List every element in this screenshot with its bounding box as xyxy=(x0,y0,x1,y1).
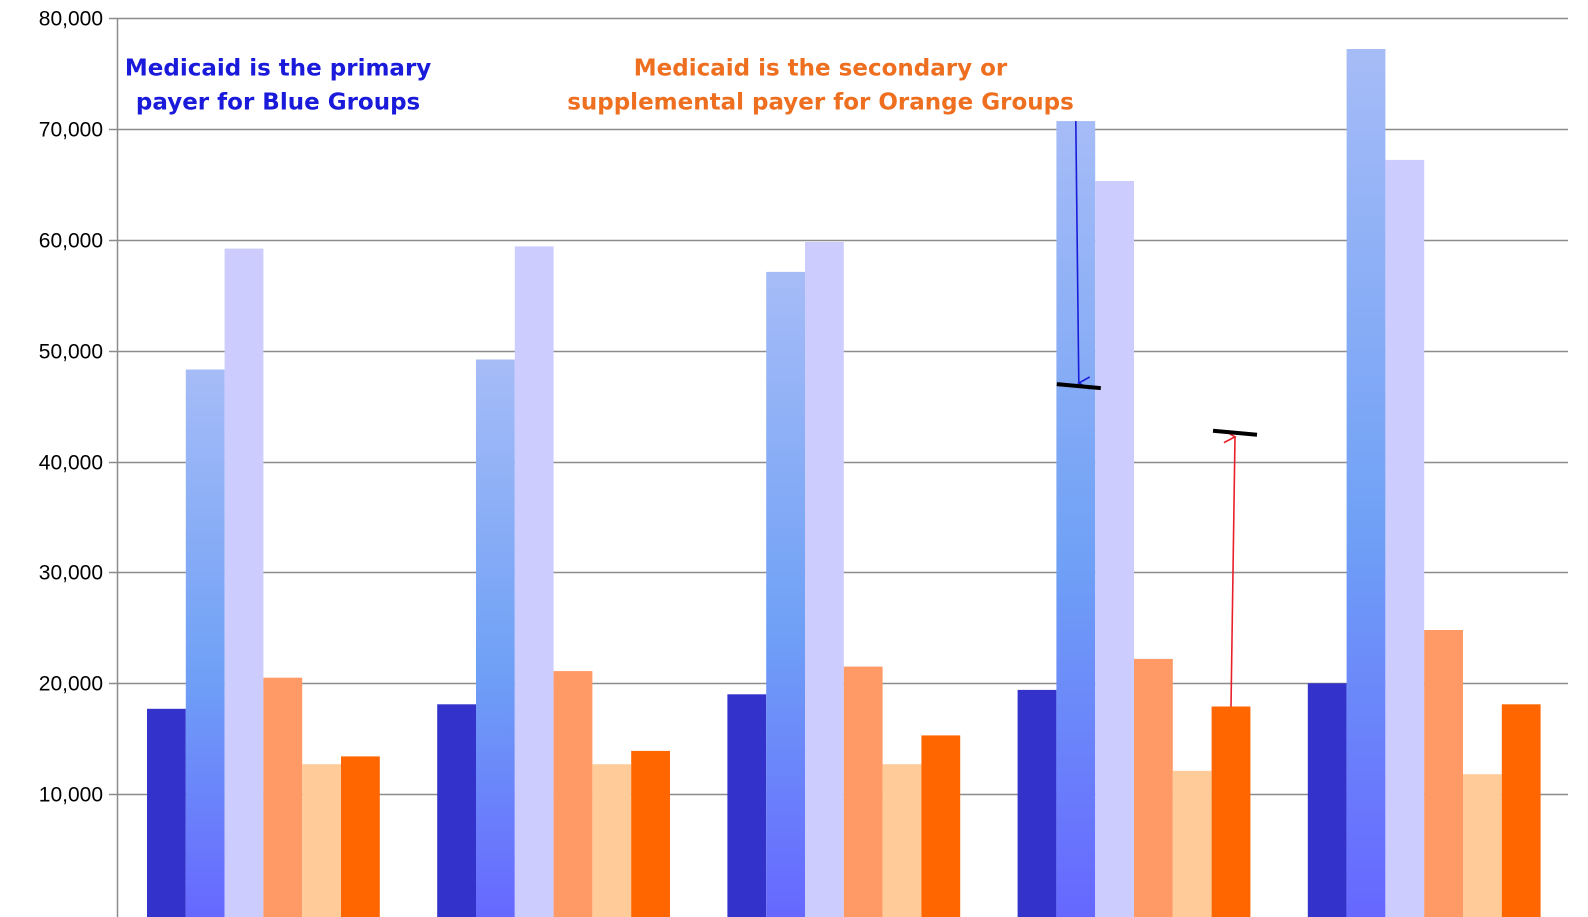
bar-series-4-group-3 xyxy=(843,666,883,917)
arrow-2-marker xyxy=(1212,428,1258,437)
y-tick-label: 50,000 xyxy=(39,341,103,364)
bar-series-6-group-2 xyxy=(631,750,670,917)
y-axis-tick-labels: 10,000 20,000 30,000 40,000 50,000 60,000 70,0… xyxy=(39,8,103,807)
annotation-1-line-1: Medicaid is the primary xyxy=(125,56,431,82)
arrow-2 xyxy=(1223,429,1237,707)
bar-series-4-group-2 xyxy=(553,671,593,917)
y-tick-label: 20,000 xyxy=(39,673,103,696)
y-tick-label: 30,000 xyxy=(39,562,103,585)
bar-series-5-group-3 xyxy=(882,764,922,917)
bars xyxy=(147,49,1541,917)
bar-series-4-group-5 xyxy=(1424,630,1463,917)
bar-series-5-group-5 xyxy=(1463,774,1502,917)
y-tick-label: 70,000 xyxy=(39,119,103,142)
bar-series-3-group-1 xyxy=(224,248,264,917)
bar-series-1-group-1 xyxy=(147,708,186,917)
annotation-2-line-1: Medicaid is the secondary or xyxy=(634,56,1008,82)
bar-series-6-group-5 xyxy=(1501,704,1541,917)
annotations: Medicaid is the primary payer for Blue Gr… xyxy=(125,56,1074,116)
bar-series-6-group-3 xyxy=(921,735,961,917)
bar-series-3-group-3 xyxy=(805,242,844,917)
bar-series-2-group-3 xyxy=(766,271,805,917)
y-tick-label: 40,000 xyxy=(39,452,103,475)
y-tick-label: 80,000 xyxy=(39,8,103,31)
arrow-1-marker xyxy=(1056,382,1101,391)
bar-series-6-group-1 xyxy=(341,756,380,917)
bar-series-2-group-1 xyxy=(185,369,225,917)
bar-series-1-group-4 xyxy=(1017,689,1057,917)
annotation-2-line-2: supplemental payer for Orange Groups xyxy=(567,90,1074,116)
bar-series-4-group-4 xyxy=(1134,658,1173,917)
bar-series-1-group-3 xyxy=(727,694,767,917)
axes xyxy=(109,17,119,917)
bar-series-2-group-5 xyxy=(1346,49,1386,917)
bar-series-3-group-5 xyxy=(1385,159,1425,917)
bar-series-5-group-4 xyxy=(1172,770,1212,917)
arrow-1 xyxy=(1075,121,1091,390)
bar-series-6-group-4 xyxy=(1211,706,1251,917)
bar-series-1-group-5 xyxy=(1307,683,1347,917)
bar-series-3-group-4 xyxy=(1095,181,1134,917)
bar-series-4-group-1 xyxy=(263,677,303,917)
bar-series-2-group-4 xyxy=(1056,121,1096,917)
bar-series-2-group-2 xyxy=(476,359,515,917)
bar-series-5-group-2 xyxy=(592,764,632,917)
arrows xyxy=(1056,121,1258,707)
bar-series-3-group-2 xyxy=(514,246,554,917)
bar-series-1-group-2 xyxy=(437,704,476,917)
bar-series-5-group-1 xyxy=(302,764,341,917)
y-tick-label: 60,000 xyxy=(39,230,103,253)
annotation-1-line-2: payer for Blue Groups xyxy=(136,90,420,116)
y-tick-label: 10,000 xyxy=(39,784,103,807)
